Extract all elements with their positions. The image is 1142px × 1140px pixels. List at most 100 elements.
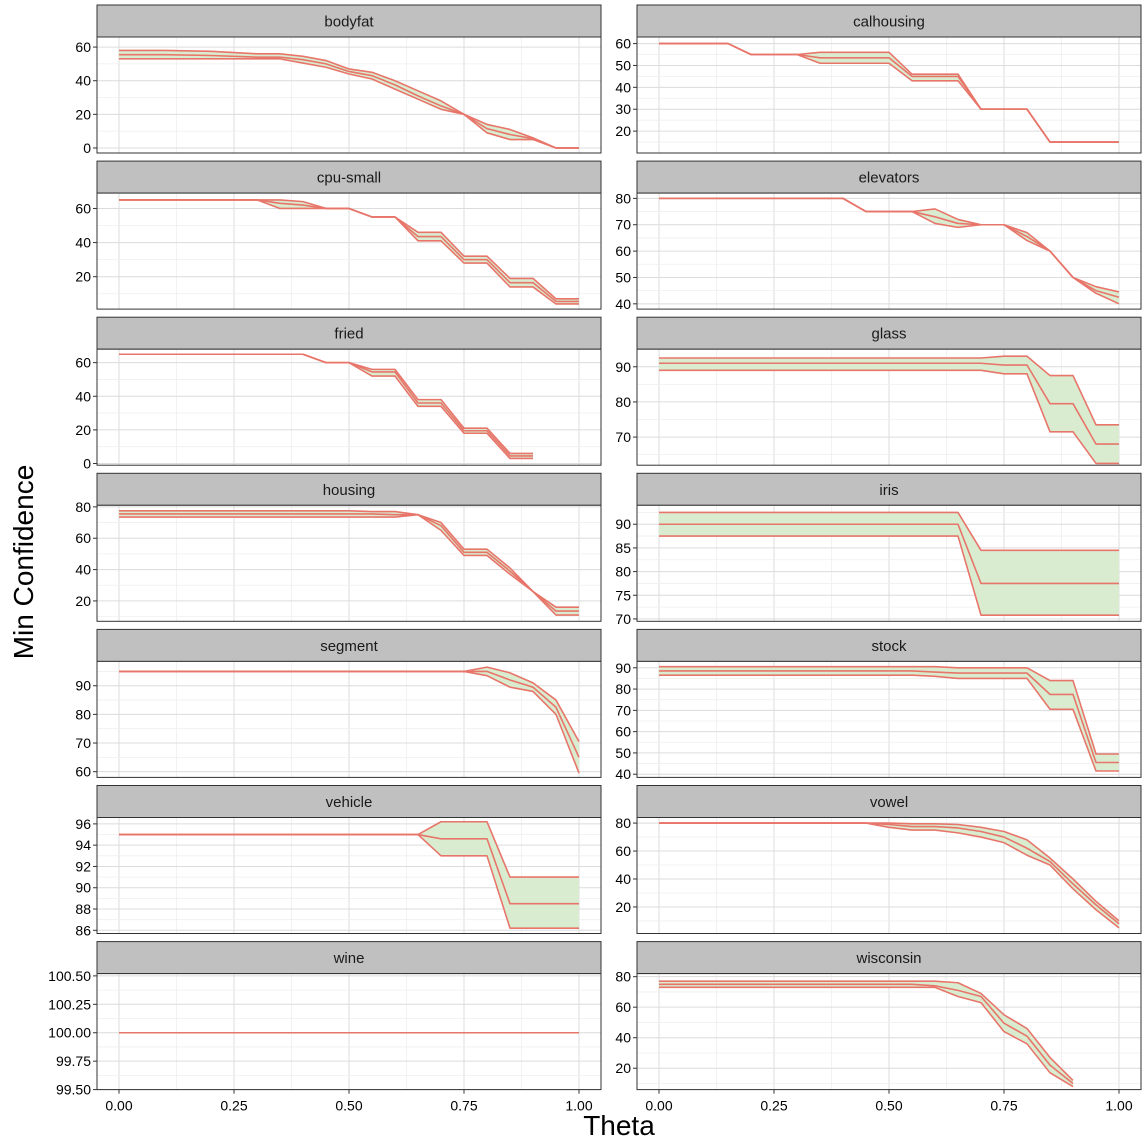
panel-border-bodyfat bbox=[96, 36, 602, 154]
y-tick-label: 99.50 bbox=[56, 1082, 91, 1098]
strip-wine bbox=[96, 941, 602, 975]
x-tick-label: 0.75 bbox=[450, 1098, 477, 1114]
y-axis-vowel: 20 40 60 80 bbox=[615, 815, 637, 915]
y-tick-label: 60 bbox=[75, 530, 91, 546]
y-tick-label: 96 bbox=[75, 816, 91, 832]
series-upper-vowel bbox=[659, 822, 1120, 922]
y-tick-label: 40 bbox=[75, 562, 91, 578]
panel-border-vehicle bbox=[96, 817, 602, 934]
grid-fried bbox=[97, 349, 601, 466]
series-lower-fried bbox=[119, 353, 533, 460]
y-tick-label: 80 bbox=[615, 564, 631, 580]
series-lower-vehicle bbox=[119, 833, 579, 929]
y-tick-label: 90 bbox=[615, 660, 631, 676]
x-tick-label: 0.25 bbox=[220, 1098, 247, 1114]
x-tick-label: 1.00 bbox=[1105, 1098, 1132, 1114]
y-tick-label: 80 bbox=[615, 969, 631, 985]
y-tick-label: 85 bbox=[615, 540, 631, 556]
y-tick-label: 80 bbox=[615, 681, 631, 697]
panel-housing: housing 20 40 60 80 bbox=[75, 472, 602, 622]
y-axis-housing: 20 40 60 80 bbox=[75, 499, 97, 609]
y-tick-label: 40 bbox=[75, 235, 91, 251]
strip-label-glass: glass bbox=[871, 326, 906, 343]
y-axis-vehicle: 86 88 90 92 94 96 bbox=[75, 816, 97, 938]
panel-glass: glass 70 80 90 bbox=[615, 316, 1142, 466]
panel-fried: fried 0 20 40 60 bbox=[75, 316, 602, 472]
strip-label-wine: wine bbox=[333, 950, 365, 967]
y-tick-label: 40 bbox=[615, 871, 631, 887]
panel-elevators: elevators 40 50 60 70 80 bbox=[615, 160, 1142, 312]
panel-border-fried bbox=[96, 348, 602, 466]
data-points-stock bbox=[658, 670, 1120, 763]
y-tick-label: 75 bbox=[615, 587, 631, 603]
y-axis-segment: 60 70 80 90 bbox=[75, 678, 97, 780]
y-tick-label: 80 bbox=[75, 499, 91, 515]
y-tick-label: 100.25 bbox=[48, 996, 91, 1012]
grid-housing bbox=[97, 505, 601, 622]
strip-label-housing: housing bbox=[323, 482, 376, 499]
strip-wisconsin bbox=[636, 941, 1142, 975]
series-upper-glass bbox=[659, 355, 1119, 426]
strip-label-vehicle: vehicle bbox=[326, 794, 373, 811]
panels: bodyfat0204060calhousing2030405060cpu-sm… bbox=[48, 4, 1142, 1098]
data-points-calhousing bbox=[658, 43, 1120, 143]
y-axis-calhousing: 20 30 40 50 60 bbox=[615, 36, 637, 139]
y-tick-label: 0 bbox=[83, 456, 91, 472]
y-tick-label: 88 bbox=[75, 901, 91, 917]
y-tick-label: 70 bbox=[75, 735, 91, 751]
y-tick-label: 60 bbox=[75, 764, 91, 780]
strip-label-stock: stock bbox=[871, 638, 907, 655]
series-lower-stock bbox=[659, 674, 1119, 772]
y-tick-label: 40 bbox=[615, 766, 631, 782]
series-lower-bodyfat bbox=[119, 58, 579, 149]
strip-cpu-small bbox=[96, 160, 602, 194]
y-tick-label: 50 bbox=[615, 745, 631, 761]
x-axes: 0.00 0.25 0.50 0.75 1.00 0.00 0.25 0.50 0.75 1.00 bbox=[105, 1089, 1133, 1114]
x-tick-label: 0.50 bbox=[335, 1098, 362, 1114]
y-tick-label: 60 bbox=[615, 243, 631, 259]
y-tick-label: 80 bbox=[615, 190, 631, 206]
y-tick-label: 20 bbox=[75, 269, 91, 285]
x-tick-label: 0.75 bbox=[990, 1098, 1017, 1114]
y-tick-label: 70 bbox=[615, 702, 631, 718]
x-tick-label: 0.50 bbox=[875, 1098, 902, 1114]
x-tick-label: 0.25 bbox=[760, 1098, 787, 1114]
y-axis-title: Min Confidence bbox=[8, 465, 39, 660]
y-tick-label: 60 bbox=[615, 999, 631, 1015]
strip-elevators bbox=[636, 160, 1142, 194]
y-tick-label: 60 bbox=[75, 355, 91, 371]
series-upper-iris bbox=[659, 511, 1119, 552]
data-points-wisconsin bbox=[658, 984, 1074, 1084]
panel-bodyfat: bodyfat 0 20 40 60 bbox=[75, 4, 602, 156]
panel-iris: iris 70 75 80 85 90 bbox=[615, 472, 1142, 627]
grid-wisconsin bbox=[637, 973, 1141, 1090]
series-lower-glass bbox=[659, 369, 1119, 465]
panel-border-cpu-small bbox=[96, 192, 602, 310]
series-lower-cpu-small bbox=[119, 199, 579, 305]
y-axis-elevators: 40 50 60 70 80 bbox=[615, 190, 637, 312]
x-axis-left: 0.00 0.25 0.50 0.75 1.00 bbox=[105, 1089, 593, 1114]
y-tick-label: 100.50 bbox=[48, 968, 91, 984]
strip-label-calhousing: calhousing bbox=[853, 14, 925, 31]
y-tick-label: 20 bbox=[75, 593, 91, 609]
confidence-band-iris bbox=[659, 512, 1119, 616]
strip-label-wisconsin: wisconsin bbox=[855, 950, 921, 967]
data-points-fried bbox=[118, 354, 534, 456]
y-tick-label: 20 bbox=[75, 106, 91, 122]
strip-vowel bbox=[636, 785, 1142, 818]
y-tick-label: 99.75 bbox=[56, 1053, 91, 1069]
series-upper-stock bbox=[659, 665, 1119, 755]
y-tick-label: 86 bbox=[75, 922, 91, 938]
strip-label-segment: segment bbox=[320, 638, 378, 655]
y-tick-label: 40 bbox=[75, 73, 91, 89]
y-tick-label: 90 bbox=[75, 880, 91, 896]
y-tick-label: 70 bbox=[615, 429, 631, 445]
y-tick-label: 20 bbox=[75, 422, 91, 438]
strip-label-iris: iris bbox=[879, 482, 898, 499]
panel-border-housing bbox=[96, 504, 602, 622]
y-tick-label: 40 bbox=[75, 388, 91, 404]
y-axis-glass: 70 80 90 bbox=[615, 359, 637, 445]
y-tick-label: 70 bbox=[615, 217, 631, 233]
data-points-elevators bbox=[658, 198, 1120, 298]
